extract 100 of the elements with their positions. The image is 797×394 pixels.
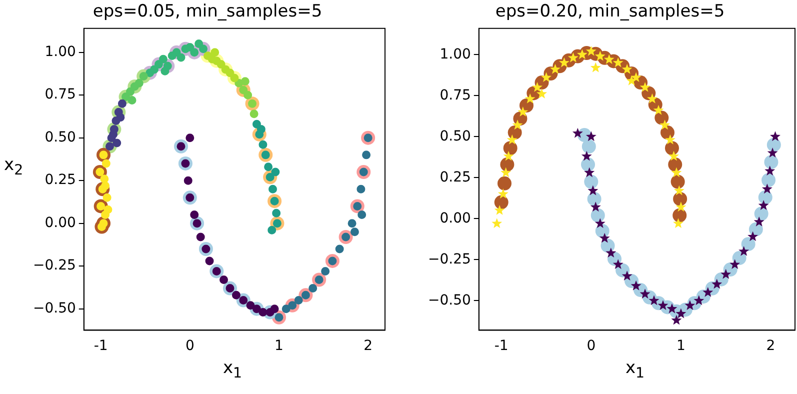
point (612, 259, 624, 270)
point (252, 120, 261, 128)
point (599, 232, 610, 243)
point (668, 150, 679, 161)
x-axis-title: x$_{1}$ (222, 358, 244, 382)
point (362, 150, 371, 160)
x-tick-label: -1 (494, 338, 508, 354)
point (626, 75, 637, 86)
point (754, 216, 764, 226)
point (758, 200, 769, 210)
point (492, 218, 502, 228)
y-tick-label: −0.25 (428, 251, 471, 268)
point (506, 134, 518, 144)
point (184, 176, 192, 185)
y-tick-label: −0.50 (428, 292, 471, 308)
x-tick-label: 0 (586, 338, 596, 354)
point (246, 301, 255, 310)
point (518, 106, 528, 116)
point (210, 48, 220, 57)
x-tick-label: 1 (274, 338, 284, 354)
x-tick-label: -1 (94, 338, 108, 354)
point (308, 284, 318, 293)
point (767, 148, 778, 158)
point (572, 128, 583, 138)
point (762, 184, 772, 194)
point (581, 150, 592, 161)
point (350, 228, 359, 236)
point (738, 246, 750, 256)
point (321, 266, 330, 276)
point (104, 205, 112, 214)
point (194, 40, 204, 48)
point (590, 202, 601, 212)
point (494, 204, 505, 215)
point (220, 276, 228, 284)
point (358, 210, 366, 220)
point (664, 134, 676, 144)
x-axis-title: x$_{1}$ (624, 358, 646, 382)
point (160, 66, 170, 76)
point (512, 120, 523, 130)
point (186, 42, 194, 52)
y-tick-label: 1.00 (440, 46, 471, 62)
point (674, 185, 684, 196)
point (673, 218, 684, 228)
point (109, 130, 118, 139)
point (158, 54, 168, 64)
point (588, 185, 598, 196)
point (102, 159, 110, 168)
y-tick-label: 0.25 (440, 169, 471, 186)
point (258, 308, 268, 316)
point (356, 184, 366, 194)
point (268, 184, 278, 194)
y-tick-label: 0.00 (440, 210, 471, 226)
point (112, 138, 122, 148)
point (294, 296, 303, 305)
point (118, 99, 126, 108)
point (264, 162, 273, 172)
point (196, 232, 205, 242)
point (232, 290, 240, 300)
point (770, 131, 780, 142)
y-axis-title: x$_{2}$ (4, 155, 24, 178)
x-tick-label: 0 (185, 338, 194, 354)
chart-title: eps=0.20, min_samples=5 (495, 2, 725, 22)
point (250, 110, 258, 118)
point (102, 193, 112, 202)
point (584, 167, 595, 178)
point (500, 167, 512, 178)
y-tick-label: 1.00 (44, 44, 76, 60)
point (258, 140, 268, 149)
point (503, 150, 514, 161)
point (190, 210, 199, 220)
x-tick-label: 2 (766, 338, 776, 354)
point (128, 96, 136, 104)
point (244, 90, 252, 100)
y-tick-label: −0.50 (32, 300, 76, 316)
x-tick-label: 2 (364, 338, 373, 354)
chart-title: eps=0.05, min_samples=5 (92, 2, 322, 22)
y-tick-label: 0.25 (44, 172, 76, 188)
y-tick-label: 0.75 (440, 87, 471, 104)
point (271, 168, 280, 176)
point (764, 166, 776, 176)
point (272, 208, 281, 218)
y-tick-label: 0.50 (44, 129, 76, 146)
point (256, 125, 266, 134)
point (282, 304, 290, 314)
point (676, 202, 686, 212)
point (630, 280, 642, 290)
point (606, 248, 616, 258)
point (240, 77, 250, 86)
point (671, 314, 682, 325)
point (348, 219, 356, 228)
x-tick-label: 1 (676, 338, 686, 354)
y-tick-label: −0.25 (32, 258, 76, 274)
point (536, 88, 547, 98)
y-tick-label: 0.50 (440, 128, 471, 144)
point (590, 62, 601, 72)
y-tick-label: 0.75 (44, 86, 76, 103)
point (116, 113, 125, 122)
point (186, 134, 194, 142)
point (176, 53, 186, 62)
point (205, 256, 214, 266)
